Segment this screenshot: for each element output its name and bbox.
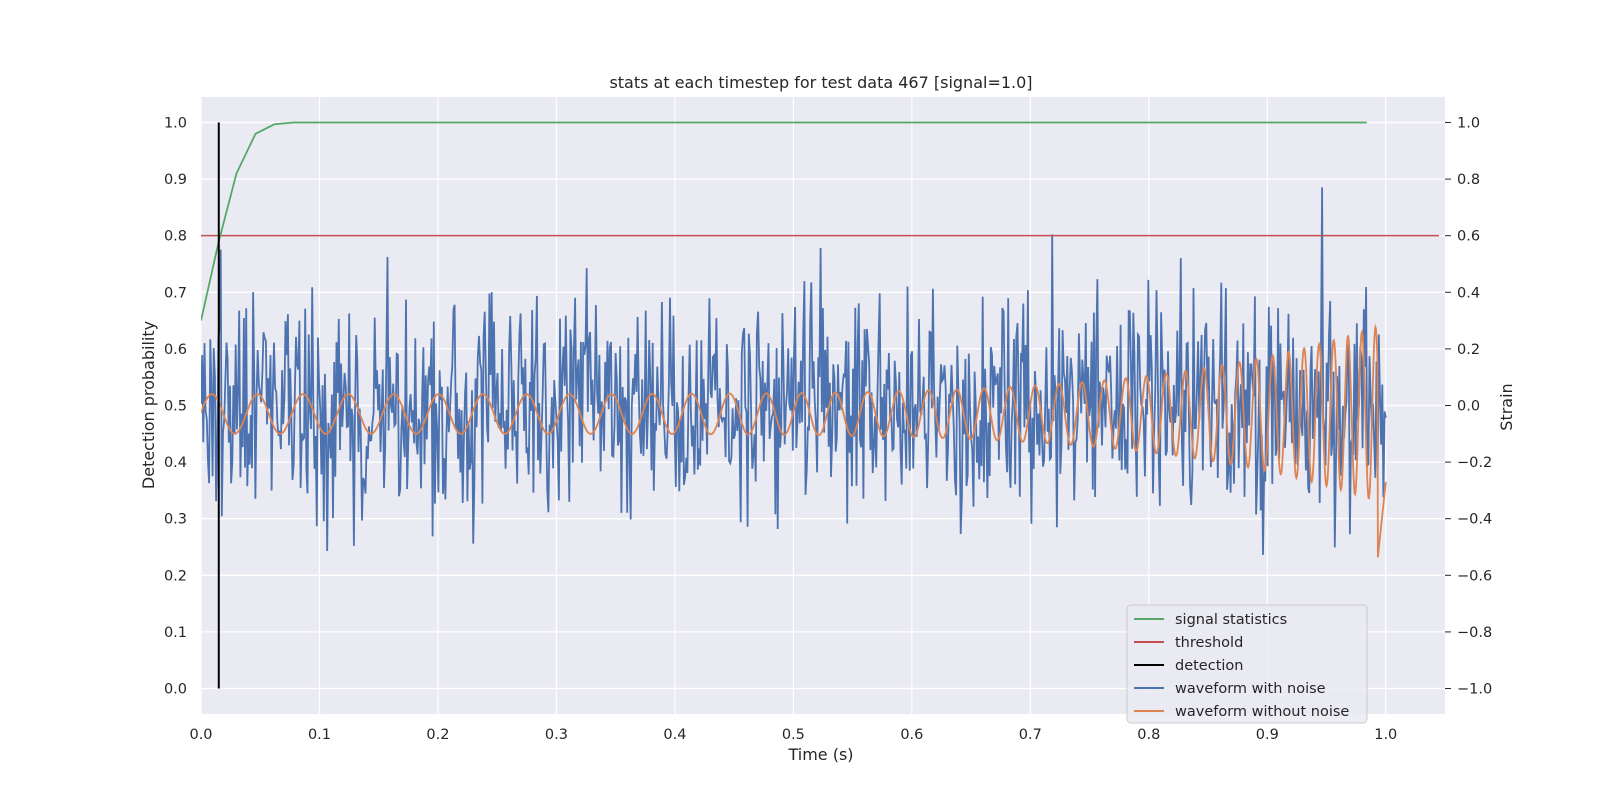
y-tick-label-right: −1.0: [1457, 682, 1492, 698]
y-tick-label-left: 0.7: [164, 285, 187, 301]
series-layer: [201, 121, 1440, 689]
y-tick-label-left: 0.6: [164, 342, 187, 358]
y-tick-label-left: 0.9: [164, 172, 187, 188]
y-tick-label-right: 1.0: [1457, 115, 1480, 131]
y-tick-label-left: 0.2: [164, 568, 187, 584]
y-tick-label-left: 0.8: [164, 229, 187, 245]
y-tick-label-left: 0.0: [164, 682, 187, 698]
legend-label: threshold: [1175, 635, 1243, 651]
y-axis-label-right: Strain: [1497, 383, 1516, 430]
y-tick-label-right: 0.4: [1457, 285, 1480, 301]
y-tick-label-left: 0.3: [164, 512, 187, 528]
x-tick-label: 0.4: [663, 727, 686, 743]
x-tick-label: 0.2: [426, 727, 449, 743]
y-tick-label-right: 0.0: [1457, 399, 1480, 415]
x-tick-label: 0.0: [189, 727, 212, 743]
legend-label: detection: [1175, 658, 1243, 674]
y-tick-label-right: 0.8: [1457, 172, 1480, 188]
legend-label: signal statistics: [1175, 612, 1287, 628]
x-tick-label: 0.9: [1256, 727, 1279, 743]
y-tick-label-right: 0.6: [1457, 229, 1480, 245]
y-tick-label-left: 1.0: [164, 115, 187, 131]
x-tick-label: 0.5: [782, 727, 805, 743]
x-tick-label: 0.6: [900, 727, 923, 743]
y-tick-label-right: −0.2: [1457, 455, 1492, 471]
chart-title: stats at each timestep for test data 467…: [609, 73, 1032, 92]
x-tick-label: 0.3: [545, 727, 568, 743]
x-tick-label: 0.8: [1137, 727, 1160, 743]
x-axis-label: Time (s): [787, 745, 853, 764]
legend: signal statistics threshold detection wavef…: [1126, 604, 1368, 724]
y-axis-label-left: Detection probability: [139, 321, 158, 489]
y-tick-label-right: 0.2: [1457, 342, 1480, 358]
legend-label: waveform with noise: [1175, 681, 1326, 697]
series-waveform-with-noise: [201, 187, 1387, 555]
legend-label: waveform without noise: [1175, 704, 1349, 720]
series-waveform-without-noise: [201, 323, 1387, 558]
y-tick-label-right: −0.8: [1457, 625, 1492, 641]
y-tick-label-right: −0.4: [1457, 512, 1492, 528]
x-tick-label: 0.1: [308, 727, 331, 743]
legend-box: [1126, 604, 1368, 724]
ticks: 0.0 0.1 0.2 0.3 0.4 0.5 0.6 0.7 0.8 0.9 1.0 0.0 0.1 0…: [164, 115, 1492, 743]
y-tick-label-left: 0.1: [164, 625, 187, 641]
series-signal-statistics: [201, 121, 1367, 321]
y-tick-label-left: 0.5: [164, 399, 187, 415]
x-tick-label: 0.7: [1019, 727, 1042, 743]
x-tick-label: 1.0: [1374, 727, 1397, 743]
y-tick-label-left: 0.4: [164, 455, 187, 471]
y-tick-label-right: −0.6: [1457, 568, 1492, 584]
